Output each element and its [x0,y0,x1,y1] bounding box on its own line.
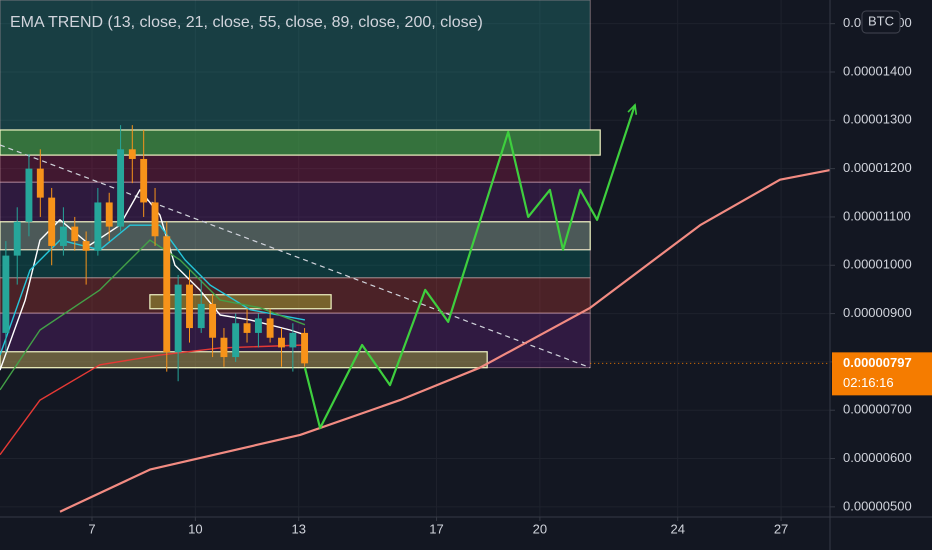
x-tick-label: 17 [429,521,443,536]
plot-area [0,0,831,517]
candle-body [82,241,90,251]
candle-body [48,197,56,246]
last-price-label: 0.00000797 [843,355,912,370]
candle-body [243,323,251,333]
currency-label: BTC [868,13,894,28]
y-tick-label: 0.00001200 [843,160,912,175]
candle-body [254,318,262,333]
ema-line [59,169,831,513]
currency-badge [861,10,901,34]
indicator-title: EMA TREND (13, close, 21, close, 55, clo… [10,14,483,31]
zone [0,181,591,223]
candle-body [140,158,148,203]
zone [0,154,591,183]
x-tick-label: 20 [533,521,547,536]
countdown: 02:16:16 [843,375,894,390]
zone [149,294,332,310]
y-tick-label: 0.00001400 [843,63,912,78]
candle-body [209,303,217,338]
ema-line [0,224,306,356]
trendline [0,144,591,369]
ema-line [0,189,306,371]
y-tick-label: 0.00000900 [843,305,912,320]
zone [0,351,488,369]
zone [0,249,591,279]
time-axis-bg [0,517,932,550]
x-tick-label: 10 [188,521,202,536]
y-tick-label: 0.00000500 [843,498,912,513]
candle-body [197,303,205,329]
candle-body [220,337,228,358]
candle-body [94,202,102,251]
x-tick-label: 7 [88,521,95,536]
candle-body [278,337,285,348]
y-tick-label: 0.00001300 [843,112,912,127]
ema-line [303,104,637,430]
candle-body [36,168,44,198]
candle-body [232,323,240,358]
x-tick-label: 24 [670,521,684,536]
candle-body [163,236,171,353]
arrow-head [627,103,638,115]
candle-body [59,226,67,246]
candle-body [186,284,193,329]
candle-body [105,202,113,227]
x-tick-label: 13 [291,521,305,536]
candle-body [71,226,79,242]
candle-body [117,149,125,227]
candle-body [266,318,274,338]
candle-body [2,255,10,333]
candle-body [128,149,136,159]
y-tick-label: 0.00001000 [843,257,912,272]
candle-body [13,221,21,256]
y-tick-label: 0.00000700 [843,402,912,417]
candle-body [301,332,309,364]
axes: 0.000005000.000006000.000007000.00000800… [88,15,932,536]
x-tick-label: 27 [774,521,788,536]
price-axis-bg [830,0,932,550]
candle-body [25,168,33,222]
y-tick-label: 0.00001100 [843,208,911,223]
zone [0,0,591,131]
zone [0,129,601,156]
candle-body [174,284,182,353]
candle-body [151,202,159,237]
last-price-badge [832,352,932,396]
y-tick-label: 0.00000600 [843,450,912,465]
candle-body [289,332,297,348]
